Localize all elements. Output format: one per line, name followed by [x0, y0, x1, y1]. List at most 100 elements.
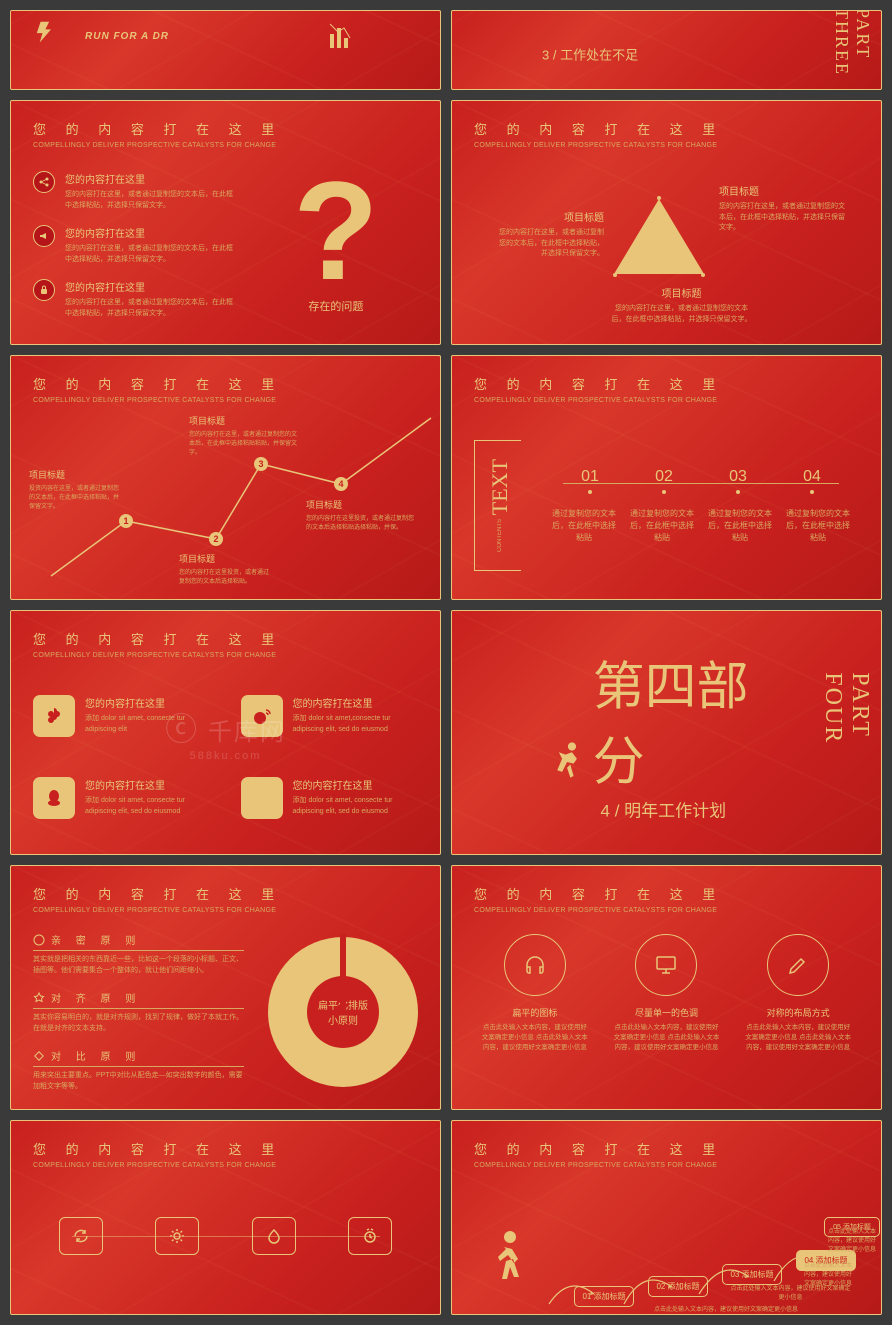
- item-desc: 投资内容在这里，或者通过复制您的文本后，在此框中选择粘贴，并保留文字。: [29, 485, 119, 512]
- bullhorn-icon: [33, 225, 55, 247]
- headphones-icon: [504, 934, 566, 996]
- col-title: 扁平的图标: [480, 1006, 590, 1019]
- slide-header: 您 的 内 容 打 在 这 里: [33, 629, 418, 648]
- chart-point: 1: [119, 514, 133, 528]
- col-desc: 点击此处输入文本内容，建议使用好文案确定更小信息 点击此处输入文本内容，建议使用…: [480, 1023, 590, 1052]
- section-sub: 4 / 明年工作计划: [601, 796, 764, 821]
- item-title: 项目标题: [306, 498, 416, 511]
- run-icon: [33, 21, 71, 51]
- runner-icon: [549, 734, 585, 794]
- star-icon: [33, 992, 45, 1004]
- item-desc: 您的内容打在这里，或者通过复制您的文本后，在此框中选择粘贴，并选择只保留文字。: [719, 202, 849, 234]
- step-desc: 通过复制您的文本后，在此框中选择粘贴: [783, 508, 853, 544]
- slide-9: 您 的 内 容 打 在 这 里 COMPELLINGLY DELIVER PRO…: [10, 865, 441, 1110]
- slide-subheader: COMPELLINGLY DELIVER PROSPECTIVE CATALYS…: [474, 907, 859, 914]
- slide-subheader: COMPELLINGLY DELIVER PROSPECTIVE CATALYS…: [33, 397, 418, 404]
- item-desc: 您的内容打在这里，或者通过复制您的文本后，在此框中选择粘贴，并选择只保留文字。: [65, 190, 234, 211]
- slide-subheader: COMPELLINGLY DELIVER PROSPECTIVE CATALYS…: [33, 1162, 418, 1169]
- slide-6: 您 的 内 容 打 在 这 里 COMPELLINGLY DELIVER PRO…: [451, 355, 882, 600]
- slide-1: RUN FOR A DR: [10, 10, 441, 90]
- item-title: 项目标题: [189, 414, 299, 427]
- step-num: 02: [655, 468, 673, 486]
- slide-subheader: COMPELLINGLY DELIVER PROSPECTIVE CATALYS…: [33, 907, 418, 914]
- chart-point: 4: [334, 477, 348, 491]
- triangle-icon: [614, 199, 704, 274]
- text-vertical: TEXT: [487, 459, 513, 515]
- item-title: 项目标题: [494, 209, 604, 224]
- step-desc: 通过复制您的文本后，在此框中选择粘贴: [549, 508, 619, 544]
- list-item: 您的内容打在这里添加 dolor sit amet, consecte tur …: [241, 777, 419, 819]
- item-desc: 您的内容打在这里，或者通过复制您的文本后，在此框中选择粘贴粘贴，并保留文字。: [189, 431, 299, 458]
- step-desc: 通过复制您的文本后，在此框中选择粘贴: [705, 508, 775, 544]
- slide-header: 您 的 内 容 打 在 这 里: [474, 884, 859, 903]
- slide-12: 您 的 内 容 打 在 这 里 COMPELLINGLY DELIVER PRO…: [451, 1120, 882, 1315]
- blank-icon: [241, 777, 283, 819]
- diamond-icon: [33, 1050, 45, 1062]
- slide-header: 您 的 内 容 打 在 这 里: [33, 119, 418, 138]
- step-desc: 点击此处输入文本内容，建议使用好文案确定更小信息: [820, 1222, 882, 1257]
- step-num: 04: [803, 468, 821, 486]
- lock-icon: [33, 279, 55, 301]
- monitor-icon: [635, 934, 697, 996]
- item-desc: 您的内容打在这里，或者通过复制您的文本后，在此框中选择粘贴，并选择只保留文字。: [609, 304, 754, 325]
- question-mark-icon: ?: [254, 171, 418, 290]
- slide-10: 您 的 内 容 打 在 这 里 COMPELLINGLY DELIVER PRO…: [451, 865, 882, 1110]
- slide-header: 您 的 内 容 打 在 这 里: [33, 374, 418, 393]
- item-desc: 您的内容打在这里，或者通过复制您的文本后，在此框中选择粘贴，并选择只保留文字。: [494, 228, 604, 260]
- weibo-icon: [241, 695, 283, 737]
- item-desc: 添加 dolor sit amet, consecte tur adipisci…: [85, 796, 211, 817]
- item-title: 项目标题: [609, 285, 754, 300]
- slide-header: 您 的 内 容 打 在 这 里: [474, 374, 859, 393]
- clover-icon: [33, 695, 75, 737]
- slide-8-section: PART FOUR 第四部分 4 / 明年工作计划: [451, 610, 882, 855]
- item-title: 您的内容打在这里: [85, 777, 211, 792]
- item-title: 项目标题: [179, 552, 269, 565]
- item-title: 您的内容打在这里: [65, 279, 234, 294]
- item-desc: 您的内容打在这里，或者通过复制您的文本后，在此框中选择粘贴，并选择只保留文字。: [65, 244, 234, 265]
- row-desc: 其实你容易明白的，就是对齐规则，找到了规律，做好了本就工作。在就是对齐的文本支持…: [33, 1013, 244, 1034]
- slide-subheader: COMPELLINGLY DELIVER PROSPECTIVE CATALYS…: [33, 142, 418, 149]
- slide-subheader: COMPELLINGLY DELIVER PROSPECTIVE CATALYS…: [474, 397, 859, 404]
- slide-subheader: COMPELLINGLY DELIVER PROSPECTIVE CATALYS…: [474, 142, 859, 149]
- slide-header: 您 的 内 容 打 在 这 里: [474, 1139, 859, 1158]
- item-desc: 您的内容打在这里，或者通过复制您的文本后，在此框中选择粘贴，并选择只保留文字。: [65, 298, 234, 319]
- item-title: 项目标题: [719, 183, 849, 198]
- col-desc: 点击此处输入文本内容，建议使用好文案确定更小信息 点击此处输入文本内容，建议使用…: [611, 1023, 721, 1052]
- slide-header: 您 的 内 容 打 在 这 里: [33, 1139, 418, 1158]
- step-desc: 点击此处输入文本内容，建议使用好文案确定更小信息: [796, 1256, 860, 1291]
- step-desc: 通过复制您的文本后，在此框中选择粘贴: [627, 508, 697, 544]
- list-item: 您的内容打在这里添加 dolor sit amet, consecte tur …: [33, 695, 211, 737]
- item-desc: 添加 dolor sit amet,consecte tur adipiscin…: [293, 714, 419, 735]
- slide-subheader: COMPELLINGLY DELIVER PROSPECTIVE CATALYS…: [474, 1162, 859, 1169]
- part-three-label: PART THREE: [831, 10, 873, 76]
- contents-label: CONTENTS: [497, 519, 503, 552]
- item-desc: 您的内容打在这里投资，或者通过复制您的文本后选择粘贴选择粘贴，并保。: [306, 515, 416, 533]
- step-num: 01: [581, 468, 599, 486]
- item-title: 您的内容打在这里: [65, 225, 234, 240]
- list-item: 您的内容打在这里添加 dolor sit amet, consecte tur …: [33, 777, 211, 819]
- item-title: 项目标题: [29, 468, 119, 481]
- part-three-sub: 3 / 工作处在不足: [542, 44, 638, 63]
- step-num: 03: [729, 468, 747, 486]
- qq-icon: [33, 777, 75, 819]
- col-title: 尽量单一的色调: [611, 1006, 721, 1019]
- step-box: 02 添加标题: [648, 1276, 708, 1297]
- item-title: 您的内容打在这里: [293, 777, 419, 792]
- slide-3: 您 的 内 容 打 在 这 里 COMPELLINGLY DELIVER PRO…: [10, 100, 441, 345]
- list-item: 您的内容打在这里添加 dolor sit amet,consecte tur a…: [241, 695, 419, 737]
- slide-7: 您 的 内 容 打 在 这 里 COMPELLINGLY DELIVER PRO…: [10, 610, 441, 855]
- slide-5-linechart: 您 的 内 容 打 在 这 里 COMPELLINGLY DELIVER PRO…: [10, 355, 441, 600]
- question-label: 存在的问题: [254, 298, 418, 314]
- item-desc: 添加 dolor sit amet, consecte tur adipisci…: [293, 796, 419, 817]
- part-four-label: PART FOUR: [819, 672, 873, 794]
- list-item: 您的内容打在这里您的内容打在这里，或者通过复制您的文本后，在此框中选择粘贴，并选…: [33, 225, 234, 265]
- item-title: 您的内容打在这里: [293, 695, 419, 710]
- chart-point: 3: [254, 457, 268, 471]
- item-title: 您的内容打在这里: [65, 171, 234, 186]
- list-item: 您的内容打在这里您的内容打在这里，或者通过复制您的文本后，在此框中选择粘贴，并选…: [33, 171, 234, 211]
- row-desc: 用来突出主要重点。PPT中对比从配色走—如突出数字的颜色，需要加粗文字等等。: [33, 1071, 244, 1092]
- row-desc: 其实就是把相关的东西靠近一些，比如这一个段落的小标题、正文、插图等。他们需要集合…: [33, 955, 244, 976]
- donut-chart: 扁平化排版小原则: [268, 937, 418, 1087]
- slide-subheader: COMPELLINGLY DELIVER PROSPECTIVE CATALYS…: [33, 652, 418, 659]
- slide-11: 您 的 内 容 打 在 这 里 COMPELLINGLY DELIVER PRO…: [10, 1120, 441, 1315]
